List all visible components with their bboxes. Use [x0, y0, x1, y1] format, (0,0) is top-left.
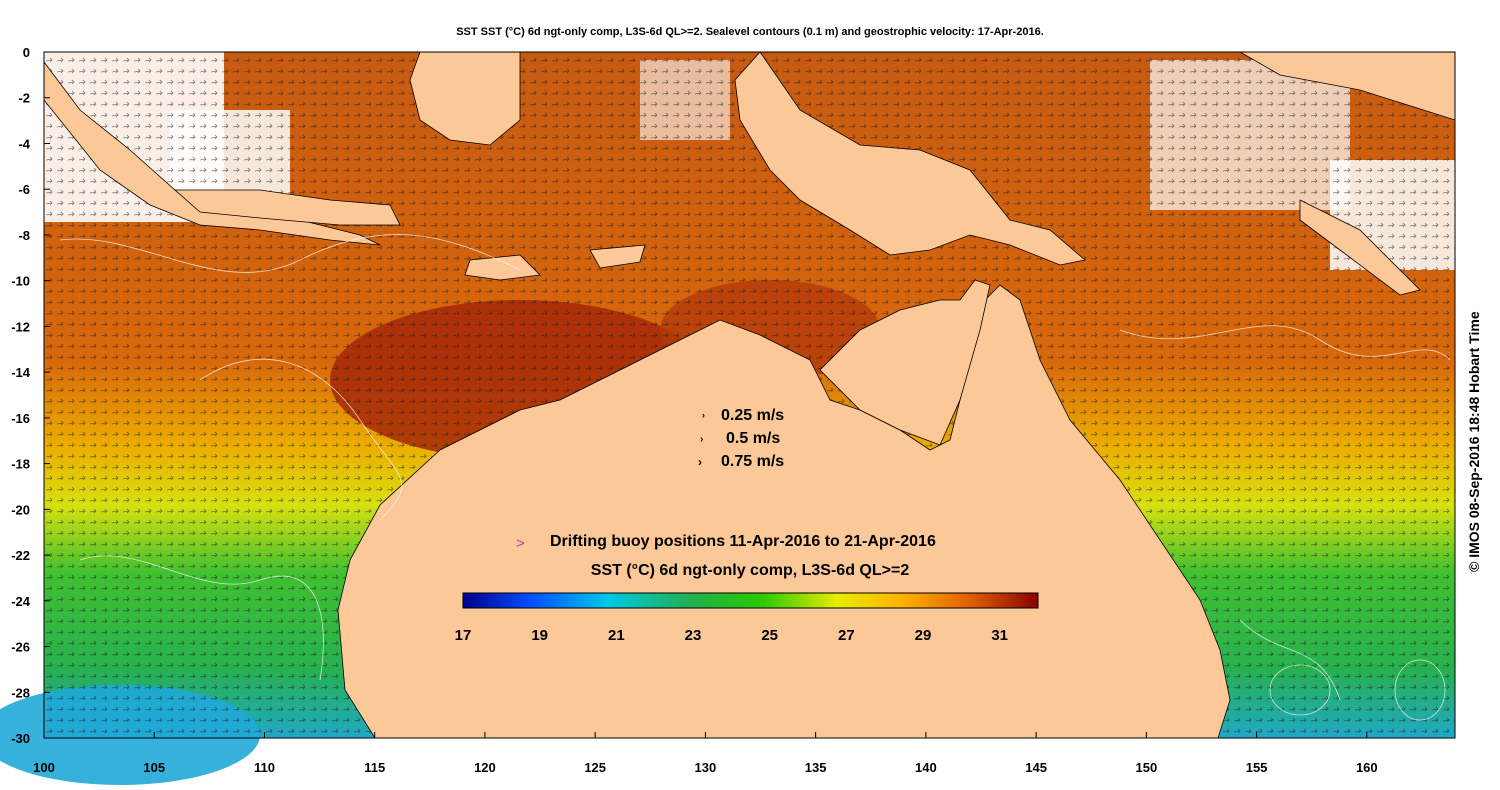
colorbar-labels: 17 19 21 23 25 27 29 31 [455, 627, 1008, 644]
y-tick-label: -16 [11, 411, 30, 426]
y-tick-label: -18 [11, 457, 30, 472]
velocity-legend: › 0.25 m/s › 0.5 m/s › 0.75 m/s [698, 407, 784, 470]
colorbar-tick-label: 19 [531, 627, 548, 644]
y-tick-label: -20 [11, 502, 30, 517]
y-tick-label: -10 [11, 274, 30, 289]
colorbar-tick-label: 29 [915, 627, 932, 644]
x-tick-label: 110 [254, 760, 275, 775]
y-tick-label: -24 [11, 594, 31, 609]
x-tick-label: 135 [805, 760, 827, 775]
y-tick-label: -2 [18, 91, 30, 106]
x-tick-label: 125 [584, 760, 606, 775]
y-tick-label: -8 [18, 228, 30, 243]
y-tick-label: -22 [11, 548, 30, 563]
y-tick-label: -14 [11, 365, 31, 380]
colorbar-tick-label: 21 [608, 627, 625, 644]
plot-frame [43, 51, 1456, 739]
colorbar-tick-label: 31 [991, 627, 1008, 644]
buoy-legend: > Drifting buoy positions 11-Apr-2016 to… [516, 533, 936, 552]
buoy-legend-text: Drifting buoy positions 11-Apr-2016 to 2… [550, 533, 936, 550]
x-tick-label: 115 [364, 760, 385, 775]
colorbar-tick-label: 27 [838, 627, 855, 644]
credit-text: © IMOS 08-Sep-2016 18:48 Hobart Time [1466, 311, 1482, 572]
colorbar-tick-label: 17 [455, 627, 472, 644]
velocity-label-05: 0.5 m/s [726, 430, 780, 447]
y-tick-label: 0 [23, 45, 30, 60]
map-title: SST SST (°C) 6d ngt-only comp, L3S-6d QL… [456, 26, 1044, 38]
colorbar-title: SST (°C) 6d ngt-only comp, L3S-6d QL>=2 [591, 562, 910, 579]
velocity-arrow-icon: › [698, 455, 702, 469]
x-tick-label: 120 [474, 760, 496, 775]
x-tick-label: 160 [1356, 760, 1378, 775]
y-tick-label: -30 [11, 731, 30, 746]
x-tick-label: 155 [1246, 760, 1268, 775]
y-axis: 0 -2 -4 -6 -8 -10 -12 -14 -16 -18 -20 -22 -24 -26 -28 -… [11, 45, 50, 746]
velocity-arrow-icon: › [700, 434, 703, 445]
plot-area [0, 51, 1456, 785]
velocity-label-025: 0.25 m/s [721, 407, 784, 424]
borneo-land [409, 51, 521, 146]
x-tick-label: 105 [143, 760, 165, 775]
y-tick-label: -28 [11, 685, 30, 700]
colorbar-tick-label: 23 [685, 627, 702, 644]
colorbar-tick-label: 25 [761, 627, 778, 644]
colorbar: SST (°C) 6d ngt-only comp, L3S-6d QL>=2 … [455, 562, 1039, 644]
velocity-arrow-icon: › [702, 410, 705, 420]
x-axis: 100 105 110 115 120 125 130 135 140 145 150 155 160 [33, 732, 1378, 775]
y-tick-label: -26 [11, 640, 30, 655]
y-tick-label: -6 [18, 182, 30, 197]
y-tick-label: -12 [11, 319, 30, 334]
y-tick-label: -4 [18, 136, 30, 151]
sealevel-contours [59, 234, 1451, 721]
colorbar-bar [462, 592, 1039, 609]
x-tick-label: 140 [915, 760, 937, 775]
velocity-label-075: 0.75 m/s [721, 453, 784, 470]
new-guinea-land [734, 51, 1086, 266]
x-tick-label: 100 [33, 760, 55, 775]
x-tick-label: 150 [1135, 760, 1157, 775]
buoy-marker-icon: > [516, 535, 525, 552]
x-tick-label: 130 [695, 760, 717, 775]
x-tick-label: 145 [1025, 760, 1047, 775]
